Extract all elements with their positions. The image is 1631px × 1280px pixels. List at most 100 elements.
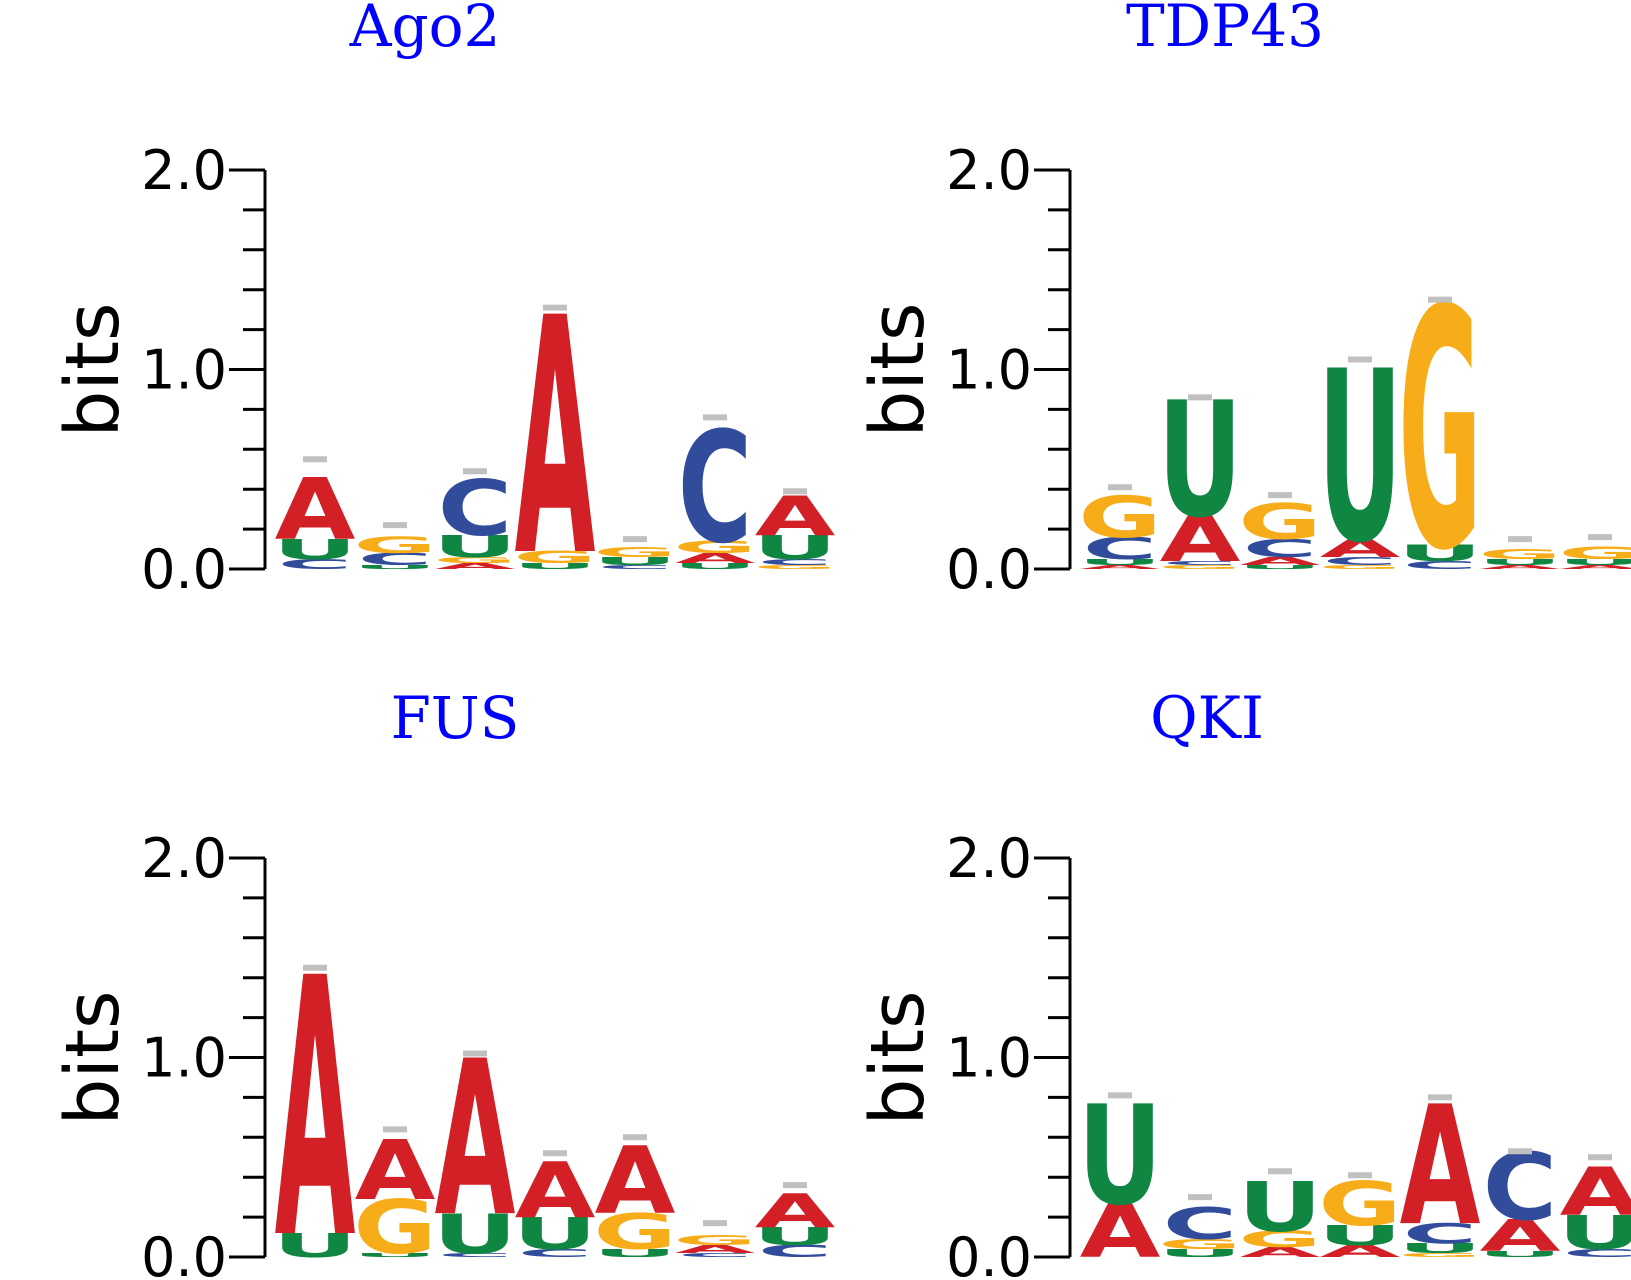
logo-letter-u: U bbox=[353, 564, 438, 570]
logo-letter-c: C bbox=[358, 550, 432, 569]
y-tick-label: 2.0 bbox=[946, 139, 1032, 202]
logo-letter-u: U bbox=[1158, 1247, 1243, 1260]
logo-letter-a: A bbox=[675, 1243, 757, 1256]
logo-letter-c: C bbox=[1163, 1199, 1237, 1249]
logo-letter-a: A bbox=[675, 550, 756, 566]
logo-letter-u: U bbox=[1078, 1076, 1163, 1236]
logo-letter-a: A bbox=[1480, 564, 1561, 570]
logo-letter-g: G bbox=[593, 545, 676, 561]
logo-letter-a: A bbox=[1160, 503, 1241, 576]
logo-letter-c: C bbox=[1083, 531, 1157, 566]
logo-letter-c: C bbox=[1163, 560, 1237, 566]
logo-letter-u: U bbox=[513, 1209, 598, 1260]
logo-letter-g: G bbox=[1398, 241, 1481, 623]
logo-letter-u: U bbox=[593, 1247, 678, 1260]
logo-letter-c: C bbox=[758, 557, 832, 567]
logo-letter-c: C bbox=[1403, 559, 1477, 572]
y-tick-label: 1.0 bbox=[141, 339, 227, 402]
logo-letter-a: A bbox=[435, 561, 516, 571]
logo-letter-g: G bbox=[513, 548, 596, 567]
logo-letter-g: G bbox=[1318, 1169, 1401, 1239]
logo-letter-g: G bbox=[593, 1203, 676, 1260]
logo-letter-a: A bbox=[515, 1146, 596, 1236]
logo-letter-u: U bbox=[353, 1252, 438, 1258]
logo-letter-c: C bbox=[1563, 1247, 1631, 1260]
logo-letter-u: U bbox=[753, 1222, 838, 1251]
y-tick-label: 1.0 bbox=[141, 1027, 227, 1090]
y-axis-title: bits bbox=[855, 302, 941, 437]
logo-letter-c: C bbox=[758, 1242, 832, 1261]
panel-title: TDP43 bbox=[1126, 0, 1324, 60]
logo-letter-u: U bbox=[1558, 1206, 1631, 1260]
y-tick-label: 2.0 bbox=[946, 827, 1032, 890]
logo-letter-g: G bbox=[433, 555, 516, 565]
logo-letter-g: G bbox=[353, 533, 436, 558]
logo-letter-g: G bbox=[673, 538, 756, 557]
logo-letter-c: C bbox=[678, 398, 752, 577]
logo-letter-a: A bbox=[1400, 1071, 1481, 1262]
logo-letter-a: A bbox=[275, 461, 356, 559]
logo-letter-u: U bbox=[1238, 564, 1323, 570]
logo-letter-a: A bbox=[755, 485, 836, 549]
y-tick-label: 0.0 bbox=[141, 1226, 227, 1280]
logo-letter-g: G bbox=[1478, 547, 1561, 563]
logo-letter-u: U bbox=[273, 1227, 358, 1265]
logo-letter-u: U bbox=[1238, 1167, 1323, 1247]
logo-letter-c: C bbox=[598, 564, 672, 570]
logo-letter-u: U bbox=[433, 1202, 518, 1266]
y-tick-label: 0.0 bbox=[946, 538, 1032, 601]
logo-letter-a: A bbox=[275, 903, 357, 1280]
logo-letter-u: U bbox=[1478, 1249, 1563, 1259]
logo-letter-c: C bbox=[278, 557, 352, 573]
y-axis-title: bits bbox=[855, 990, 941, 1125]
logo-letter-g: G bbox=[673, 1233, 756, 1249]
y-tick-label: 2.0 bbox=[141, 827, 227, 890]
logo-letter-c: C bbox=[438, 465, 512, 554]
logo-letter-g: G bbox=[1318, 564, 1401, 570]
y-tick-label: 2.0 bbox=[141, 139, 227, 202]
logo-letter-g: G bbox=[1078, 484, 1161, 551]
y-tick-label: 0.0 bbox=[946, 1226, 1032, 1280]
panel-title: FUS bbox=[391, 684, 520, 752]
logo-letter-u: U bbox=[1398, 1240, 1483, 1256]
logo-letter-u: U bbox=[1318, 1220, 1403, 1252]
logo-letter-g: G bbox=[1558, 544, 1631, 563]
y-tick-label: 1.0 bbox=[946, 1027, 1032, 1090]
logo-letter-u: U bbox=[1318, 321, 1403, 595]
logo-letter-u: U bbox=[1558, 557, 1631, 567]
logo-letter-u: U bbox=[593, 555, 678, 568]
logo-letter-u: U bbox=[273, 534, 358, 566]
logo-letter-a: A bbox=[755, 1184, 836, 1238]
y-axis-title: bits bbox=[50, 990, 136, 1125]
logo-letter-a: A bbox=[1240, 555, 1322, 568]
logo-panel-qki: QKI 0.01.02.0bitsAUUGCAGUAUGGUCAUACCUA bbox=[855, 684, 1631, 1280]
logo-letter-u: U bbox=[1478, 557, 1563, 567]
logo-letter-a: A bbox=[1320, 534, 1401, 563]
logo-letter-a: A bbox=[1240, 1244, 1321, 1260]
logo-letter-c: C bbox=[518, 1247, 592, 1260]
logo-letter-u: U bbox=[433, 530, 518, 565]
logo-letter-g: G bbox=[353, 1185, 436, 1271]
logo-letter-g: G bbox=[1238, 493, 1321, 550]
logo-letter-a: A bbox=[1480, 1211, 1561, 1262]
logo-letter-u: U bbox=[1078, 557, 1163, 567]
logo-letter-a: A bbox=[1080, 1189, 1161, 1275]
logo-letter-a: A bbox=[595, 1127, 676, 1235]
logo-letter-g: G bbox=[1158, 564, 1241, 570]
logo-letter-g: G bbox=[753, 564, 836, 570]
logo-letter-g: G bbox=[1398, 1252, 1481, 1258]
y-tick-label: 0.0 bbox=[141, 538, 227, 601]
logo-letter-g: G bbox=[1158, 1237, 1241, 1253]
y-tick-label: 1.0 bbox=[946, 339, 1032, 402]
logo-letter-a: A bbox=[1080, 564, 1161, 570]
logo-letter-u: U bbox=[513, 561, 598, 571]
logo-letter-g: G bbox=[1238, 1227, 1321, 1252]
logo-letter-a: A bbox=[355, 1124, 436, 1219]
logo-letter-u: U bbox=[1398, 541, 1483, 567]
logo-letter-c: C bbox=[678, 1252, 752, 1258]
logo-letter-c: C bbox=[438, 1252, 512, 1258]
